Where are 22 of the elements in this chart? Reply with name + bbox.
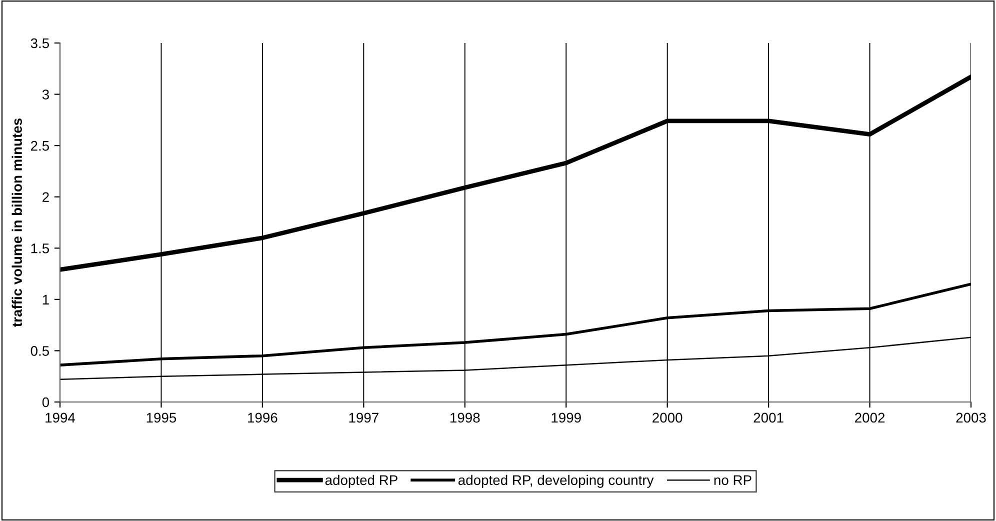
x-tick-label: 2002 (855, 412, 885, 423)
x-tick-label: 1997 (349, 412, 378, 423)
y-tick-label: 3 (42, 90, 49, 100)
x-tick-label: 1996 (248, 412, 278, 423)
x-tick-label: 1999 (552, 412, 581, 423)
y-tick-label: 1.5 (31, 244, 50, 254)
y-tick-label: 0 (42, 397, 50, 408)
y-axis-title: traffic volume in billion minutes (12, 118, 22, 327)
x-tick-label: 2003 (956, 412, 986, 423)
y-tick-label: 3.5 (30, 38, 50, 48)
x-tick-label: 2000 (652, 412, 682, 423)
x-tick-label: 1998 (450, 412, 480, 423)
legend-label: no RP (714, 475, 752, 486)
y-tick-label: 1 (42, 294, 49, 304)
x-tick-label: 1995 (146, 412, 176, 423)
legend-label: adopted RP (325, 474, 398, 488)
y-tick-label: 2 (42, 192, 49, 202)
legend-label: adopted RP, developing country (458, 474, 654, 488)
x-tick-label: 2001 (754, 412, 784, 423)
x-tick-label: 1994 (46, 412, 76, 423)
y-tick-label: 2.5 (30, 140, 50, 151)
y-tick-label: 0.5 (30, 346, 50, 356)
